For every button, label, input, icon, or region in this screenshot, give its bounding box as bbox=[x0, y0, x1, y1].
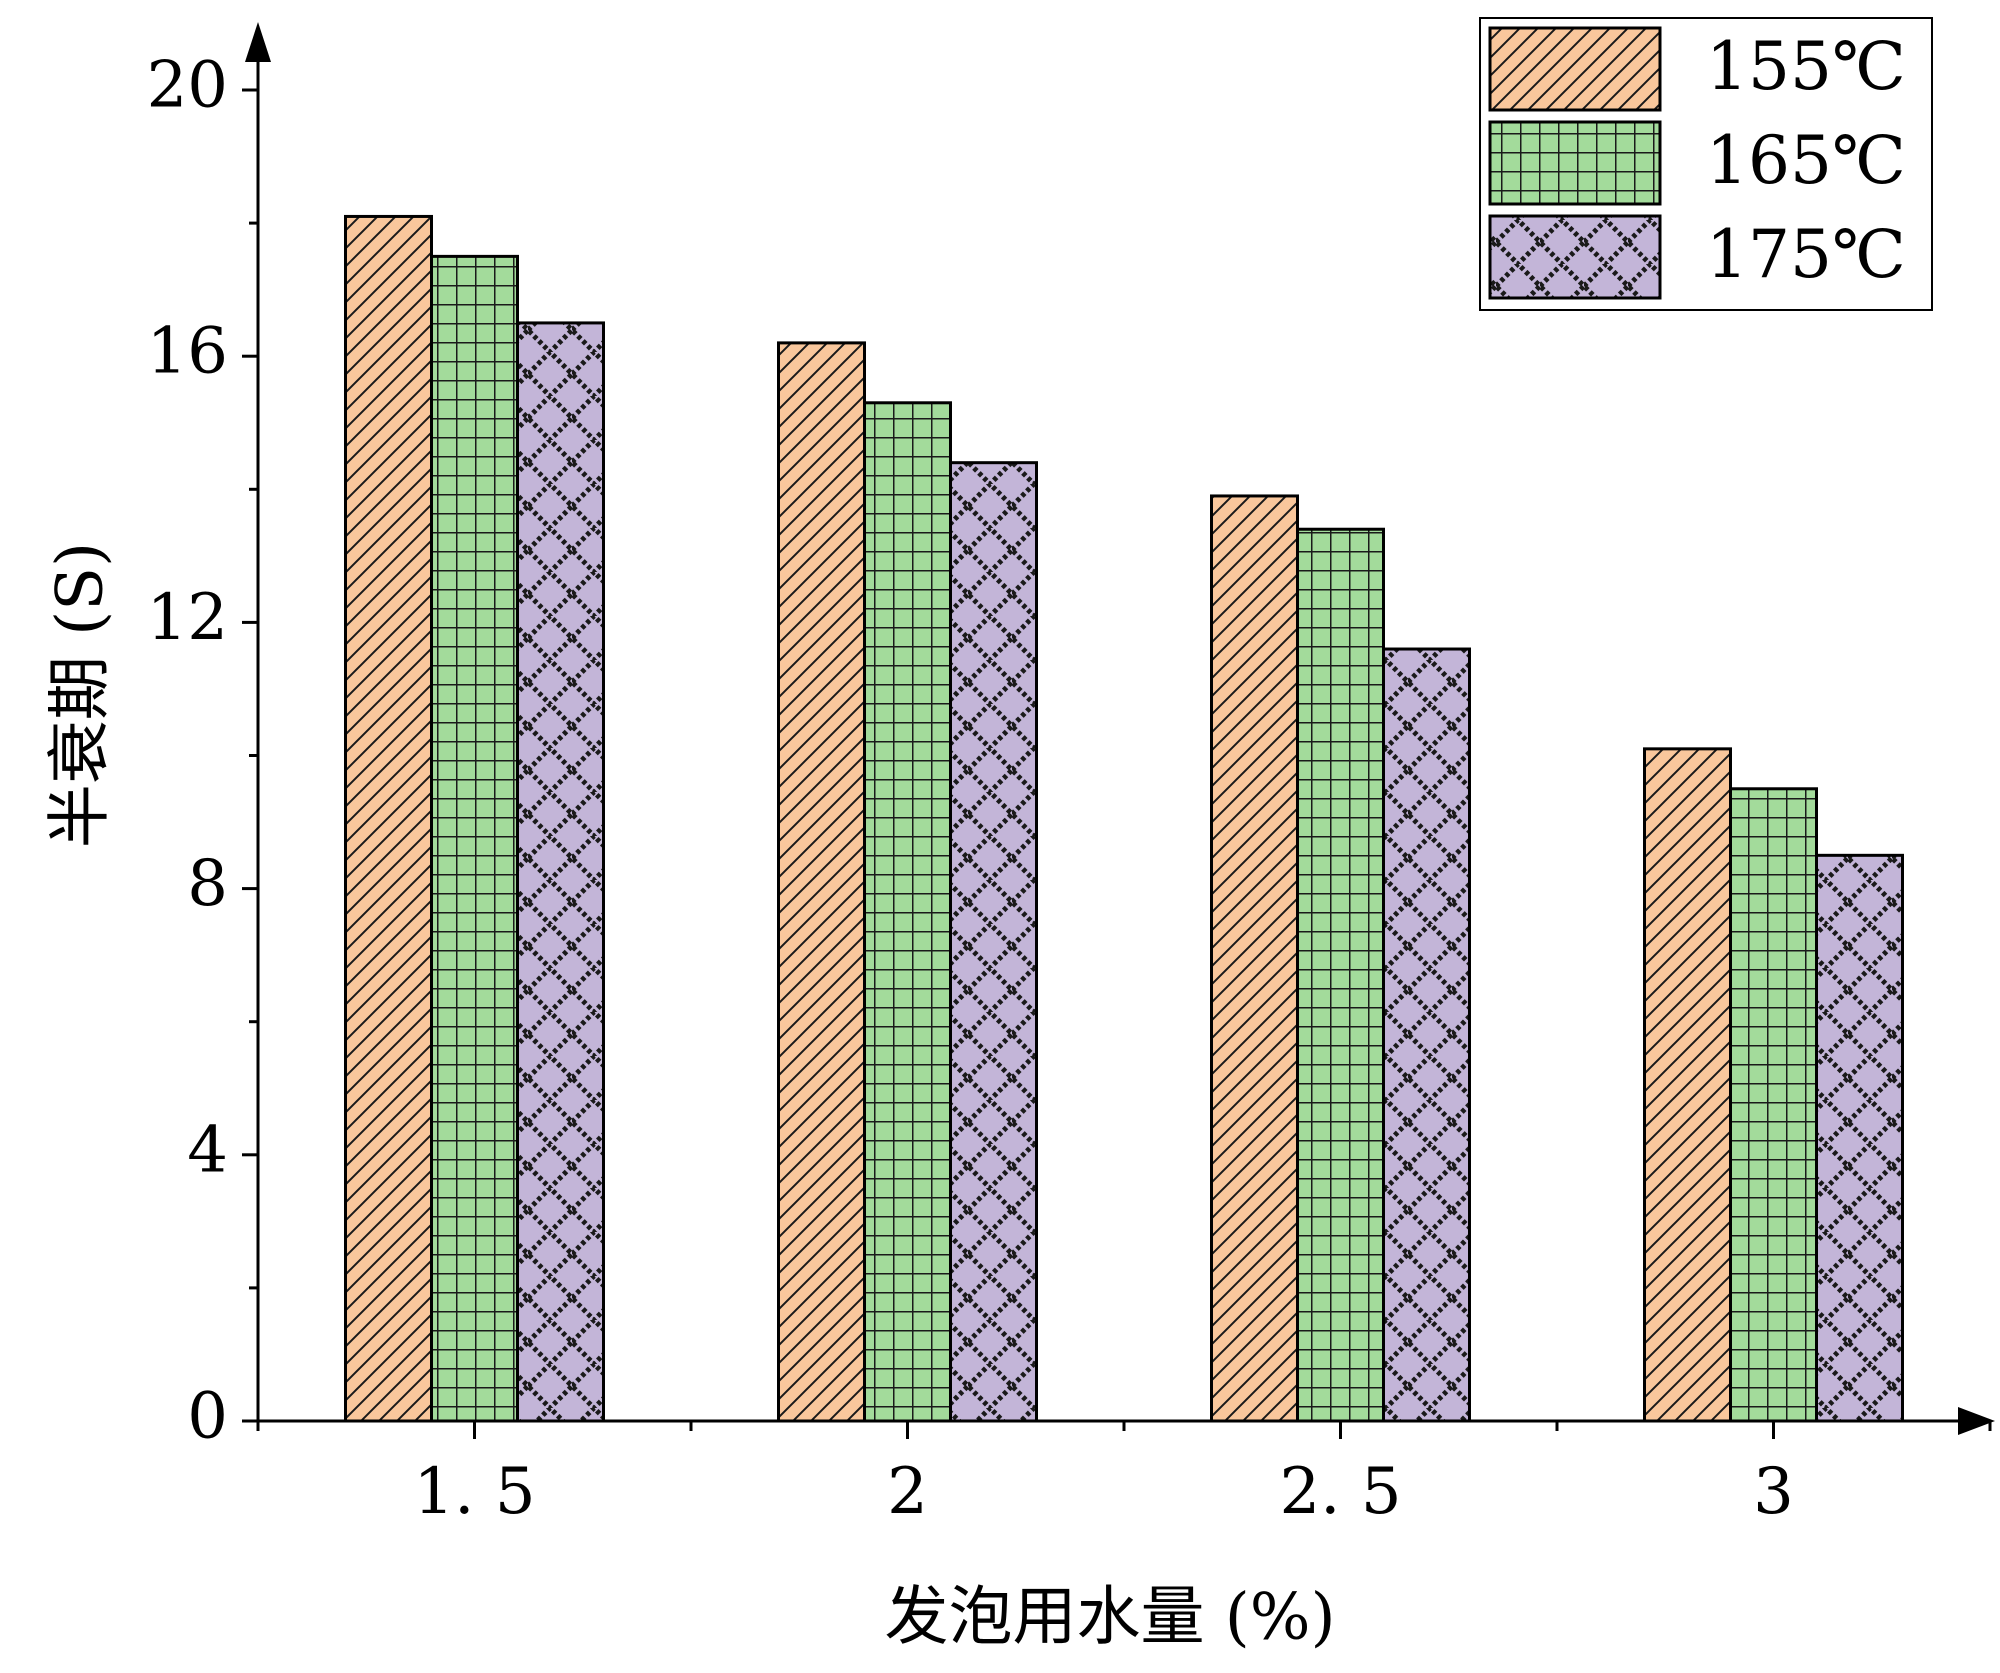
x-tick-label: 3 bbox=[1753, 1455, 1794, 1529]
y-ticks-group: 0 4 8 12 16 20 bbox=[147, 49, 258, 1454]
bar-155℃-1.5 bbox=[344, 214, 433, 1423]
y-tick-label: 16 bbox=[147, 315, 228, 389]
x-tick-label: 2. 5 bbox=[1279, 1455, 1401, 1529]
bar-175℃-1.5 bbox=[516, 321, 605, 1423]
legend-label: 175℃ bbox=[1706, 216, 1906, 293]
x-ticks-group: 1. 5 2 2. 5 3 bbox=[256, 1421, 1992, 1529]
x-axis-arrow bbox=[1958, 1407, 1995, 1435]
x-axis-label: 发泡用水量 (%) bbox=[884, 1581, 1335, 1655]
legend-swatch bbox=[1488, 120, 1662, 206]
bar-165℃-2.5 bbox=[1296, 527, 1385, 1423]
y-axis-label: 半衰期 (S) bbox=[44, 542, 118, 848]
y-axis-arrow bbox=[245, 22, 271, 62]
legend-swatch bbox=[1488, 214, 1662, 300]
bar-155℃-2.5 bbox=[1210, 494, 1299, 1423]
bar-165℃-1.5 bbox=[430, 254, 519, 1423]
bar-165℃-3 bbox=[1729, 787, 1818, 1423]
bar-175℃-2.5 bbox=[1382, 647, 1471, 1423]
bar-165℃-2 bbox=[863, 401, 952, 1423]
y-tick-label: 12 bbox=[147, 581, 228, 655]
bar-175℃-2 bbox=[949, 461, 1038, 1423]
legend-swatch bbox=[1488, 26, 1662, 112]
legend-label: 155℃ bbox=[1706, 28, 1906, 105]
bar-155℃-3 bbox=[1643, 747, 1732, 1423]
legend-label: 165℃ bbox=[1706, 122, 1906, 199]
y-tick-label: 4 bbox=[187, 1113, 228, 1187]
bar-155℃-2 bbox=[777, 341, 866, 1423]
y-tick-label: 0 bbox=[187, 1380, 228, 1454]
y-tick-label: 20 bbox=[147, 49, 228, 123]
bars-group bbox=[344, 214, 1904, 1423]
x-tick-label: 2 bbox=[887, 1455, 928, 1529]
y-tick-label: 8 bbox=[187, 847, 228, 921]
legend: 155℃ 165℃ 175℃ bbox=[1479, 17, 1933, 311]
bar-175℃-3 bbox=[1815, 853, 1904, 1423]
x-tick-label: 1. 5 bbox=[413, 1455, 535, 1529]
